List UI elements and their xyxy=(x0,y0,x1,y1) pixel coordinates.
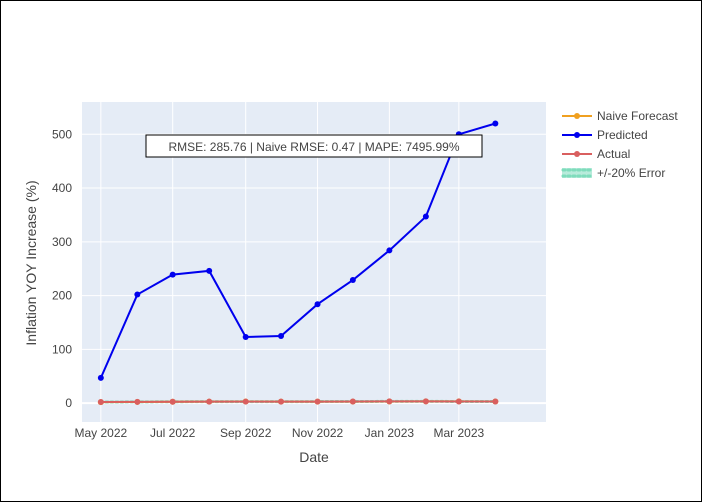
predicted-point xyxy=(242,334,249,341)
predicted-point xyxy=(206,267,213,274)
annotation-box xyxy=(145,134,483,158)
x-axis-ticks: May 2022 Jul 2022 Sep 2022 Nov 2022 Jan 2023… xyxy=(74,426,484,440)
predicted-point xyxy=(314,301,321,308)
annotation-text: RMSE: 285.76 | Naive RMSE: 0.47 | MAPE: … xyxy=(168,140,459,154)
y-axis-title: Inflation YOY Increase (%) xyxy=(23,180,39,345)
y-axis-ticks: 0 100 200 300 400 500 xyxy=(52,127,72,410)
y-tick-label: 500 xyxy=(52,127,72,141)
series-layer xyxy=(97,120,499,406)
actual-point xyxy=(242,398,249,405)
20-error-legend-label: +/-20% Error xyxy=(597,166,665,180)
actual-point xyxy=(349,398,356,405)
x-tick-label: Jul 2022 xyxy=(150,426,196,440)
predicted-legend-label: Predicted xyxy=(597,128,648,142)
y-tick-label: 0 xyxy=(65,396,72,410)
actual-point xyxy=(169,398,176,405)
20-error-legend-swatch xyxy=(562,168,592,178)
predicted-point xyxy=(349,277,356,284)
x-tick-label: Nov 2022 xyxy=(292,426,344,440)
y-tick-label: 100 xyxy=(52,342,72,356)
actual-legend-marker xyxy=(574,151,580,157)
metrics-annotation: RMSE: 285.76 | Naive RMSE: 0.47 | MAPE: … xyxy=(145,134,483,158)
naive-forecast-legend-label: Naive Forecast xyxy=(597,109,678,123)
actual-point xyxy=(134,398,141,405)
predicted-point xyxy=(97,374,104,381)
actual-point xyxy=(386,398,393,405)
predicted-point xyxy=(492,120,499,127)
actual-point xyxy=(97,399,104,406)
predicted-legend-marker xyxy=(574,132,580,138)
x-tick-label: Jan 2023 xyxy=(365,426,415,440)
actual-point xyxy=(314,398,321,405)
actual-point xyxy=(492,398,499,405)
actual-point xyxy=(455,398,462,405)
legend: Naive Forecast Predicted Actual +/-20% Erro… xyxy=(561,109,678,180)
actual-line xyxy=(100,400,496,404)
y-tick-label: 300 xyxy=(52,235,72,249)
predicted-point xyxy=(422,213,429,220)
actual-legend-label: Actual xyxy=(597,147,630,161)
actual-point xyxy=(206,398,213,405)
x-tick-label: May 2022 xyxy=(74,426,127,440)
x-tick-label: Mar 2023 xyxy=(434,426,485,440)
x-axis-title: Date xyxy=(299,449,329,465)
actual-point xyxy=(422,398,429,405)
predicted-point xyxy=(386,247,393,254)
predicted-line xyxy=(99,122,496,379)
naive-forecast-legend-marker xyxy=(574,113,580,119)
actual-point xyxy=(278,398,285,405)
y-tick-label: 400 xyxy=(52,181,72,195)
predicted-point xyxy=(278,332,285,339)
predicted-point xyxy=(169,271,176,278)
x-tick-label: Sep 2022 xyxy=(220,426,272,440)
predicted-point xyxy=(134,291,141,298)
y-tick-label: 200 xyxy=(52,289,72,303)
